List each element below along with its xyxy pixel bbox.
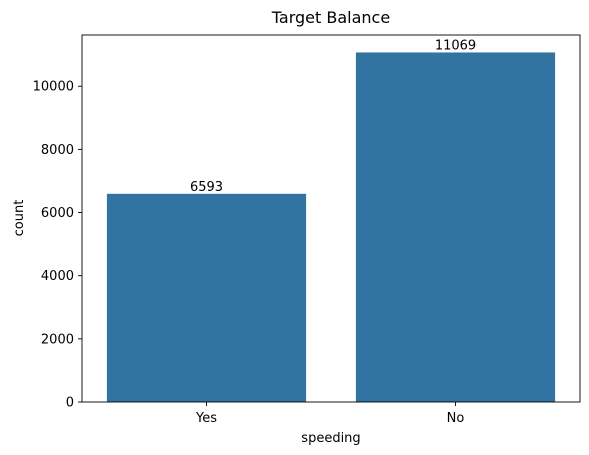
y-tick-label: 10000	[33, 80, 74, 95]
x-axis: Yes No	[195, 402, 464, 426]
data-labels-group: 6593 11069	[190, 38, 476, 194]
plot-frame	[81, 34, 581, 403]
y-tick-label: 6000	[41, 206, 74, 221]
bar-yes	[106, 193, 307, 402]
y-tick-label: 2000	[41, 332, 74, 347]
bars-group	[106, 52, 556, 403]
y-tick-label: 4000	[41, 269, 74, 284]
y-tick-label: 8000	[41, 143, 74, 158]
chart-title: Target Balance	[271, 8, 390, 27]
x-axis-label: speeding	[301, 431, 360, 446]
bar-no	[355, 52, 556, 403]
y-axis-label: count	[12, 200, 27, 237]
x-tick-label: No	[447, 411, 465, 426]
y-tick-label: 0	[66, 396, 74, 411]
x-tick-label: Yes	[195, 411, 217, 426]
data-label-yes: 6593	[190, 180, 223, 195]
data-label-no: 11069	[435, 38, 476, 53]
y-axis: 0 2000 4000 6000 8000 10000	[33, 80, 82, 411]
